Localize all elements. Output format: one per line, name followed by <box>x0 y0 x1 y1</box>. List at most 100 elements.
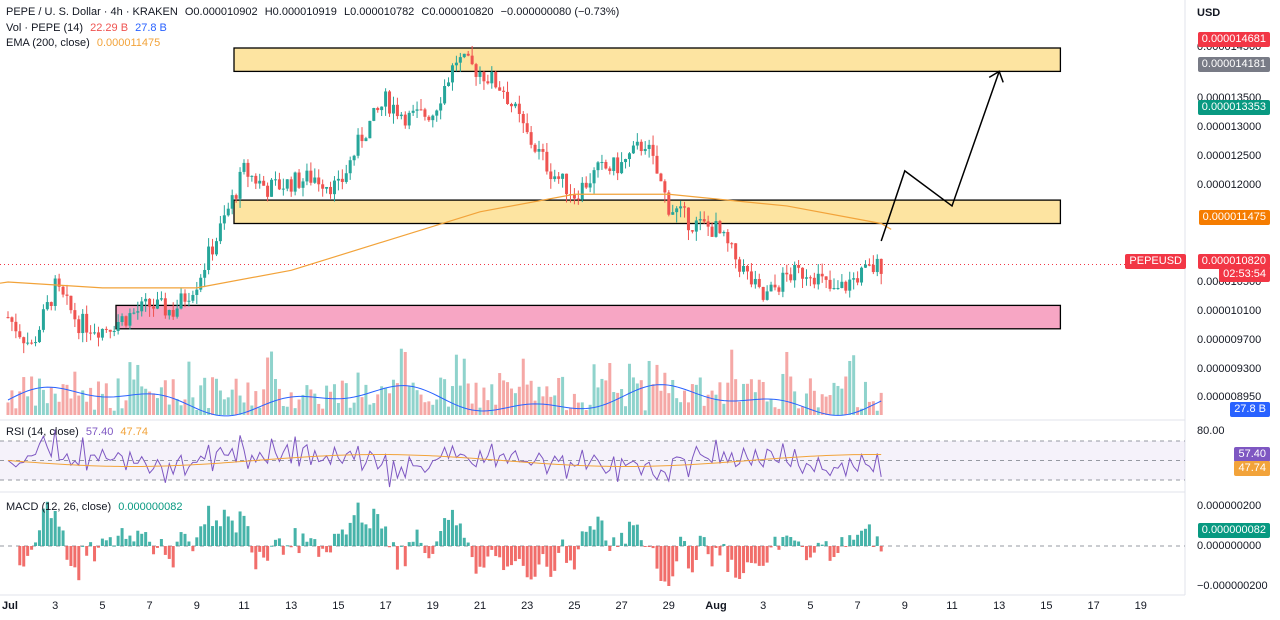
macd-histogram-bar <box>612 537 616 546</box>
candle-body <box>242 162 246 172</box>
macd-histogram-bar <box>604 540 608 546</box>
macd-histogram-bar <box>635 524 639 546</box>
projection-arrowhead <box>988 70 1004 83</box>
volume-bar <box>246 382 250 415</box>
candle-body <box>765 291 769 300</box>
macd-histogram-bar <box>427 546 431 559</box>
currency-label[interactable]: USD <box>1197 7 1221 19</box>
candle-body <box>108 329 112 332</box>
macd-histogram-bar <box>620 532 624 546</box>
volume-bar <box>187 361 191 415</box>
candle-body <box>144 298 148 302</box>
vol-ma-value: 27.8 B <box>135 22 167 34</box>
candle-body <box>61 286 65 295</box>
volume-bar <box>108 407 112 415</box>
volume-bar <box>435 399 439 415</box>
macd-histogram-bar <box>187 541 191 546</box>
macd-histogram-bar <box>439 531 443 546</box>
candle-body <box>214 241 218 255</box>
macd-histogram-bar <box>844 546 848 547</box>
macd-histogram-bar <box>136 530 140 546</box>
candle-body <box>588 183 592 188</box>
macd-histogram-bar <box>608 546 612 551</box>
macd-histogram-bar <box>627 521 631 546</box>
candle-body <box>655 155 659 174</box>
candle-body <box>81 313 85 334</box>
ohlc-high: H0.000010919 <box>264 6 337 18</box>
volume-bar <box>726 382 730 415</box>
volume-bar <box>801 406 805 415</box>
candle-body <box>714 221 718 237</box>
volume-bar <box>631 377 635 415</box>
volume-bar <box>836 385 840 415</box>
macd-histogram-bar <box>18 546 22 566</box>
candle-body <box>616 157 620 174</box>
macd-histogram-bar <box>325 546 329 553</box>
macd-histogram-bar <box>749 546 753 563</box>
candle-body <box>852 278 856 280</box>
volume-bar <box>871 401 875 415</box>
candle-body <box>270 179 274 197</box>
macd-histogram-bar <box>592 529 596 546</box>
volume-bar <box>860 408 864 415</box>
zones <box>115 47 1062 330</box>
time-axis-label: 15 <box>332 600 345 612</box>
volume-bar <box>391 379 395 415</box>
macd-histogram-bar <box>368 528 372 546</box>
candle-body <box>360 134 364 142</box>
candle-body <box>742 265 746 272</box>
price-tag-high: 0.000014681 <box>1197 32 1270 47</box>
price-tick: 0.000012000 <box>1197 179 1262 191</box>
candle-body <box>49 302 53 306</box>
volume-bar <box>718 382 722 415</box>
macd-histogram-bar <box>875 536 879 546</box>
candle-body <box>163 298 167 316</box>
volume-bar <box>694 384 698 415</box>
rsi-axis-top: 80.00 <box>1197 425 1225 437</box>
candle-body <box>840 281 844 288</box>
candle-body <box>604 162 608 169</box>
candle-body <box>69 295 73 311</box>
candle-body <box>675 208 679 213</box>
candle-body <box>289 179 293 192</box>
macd-histogram-bar <box>824 541 828 546</box>
volume-bar <box>155 398 159 415</box>
candle-body <box>502 90 506 92</box>
time-axis-label: 11 <box>946 600 958 612</box>
time-axis-label: 23 <box>521 600 534 612</box>
volume-bar <box>852 355 856 415</box>
candle-body <box>191 294 195 301</box>
volume-bar <box>301 394 305 415</box>
volume-bar <box>203 377 207 415</box>
candle-body <box>789 274 793 281</box>
candle-body <box>26 342 30 344</box>
volume-bar <box>541 396 545 415</box>
macd-histogram-bar <box>116 535 120 546</box>
candle-body <box>808 277 812 279</box>
volume-bar <box>431 404 435 415</box>
candle-body <box>140 301 144 312</box>
macd-histogram-bar <box>738 546 742 579</box>
macd-histogram-bar <box>529 546 533 580</box>
macd-histogram-bar <box>553 546 557 571</box>
candle-body <box>431 115 435 121</box>
volume-bar <box>824 396 828 415</box>
macd-label: MACD (12, 26, close) <box>6 501 112 513</box>
candle-body <box>273 179 277 181</box>
volume-bar <box>474 382 478 415</box>
candle-body <box>179 293 183 309</box>
candle-body <box>576 198 580 200</box>
candle-body <box>159 298 163 300</box>
volume-bar <box>525 384 529 415</box>
macd-histogram-bar <box>120 528 124 546</box>
volume-bar <box>714 394 718 415</box>
time-axis-label: 5 <box>807 600 814 612</box>
candle-body <box>73 310 77 320</box>
candle-body <box>490 71 494 84</box>
candle-body <box>651 144 655 156</box>
macd-histogram-bar <box>454 525 458 546</box>
macd-histogram-bar <box>419 542 423 546</box>
macd-histogram-bar <box>718 546 722 556</box>
macd-histogram-bar <box>270 545 274 547</box>
